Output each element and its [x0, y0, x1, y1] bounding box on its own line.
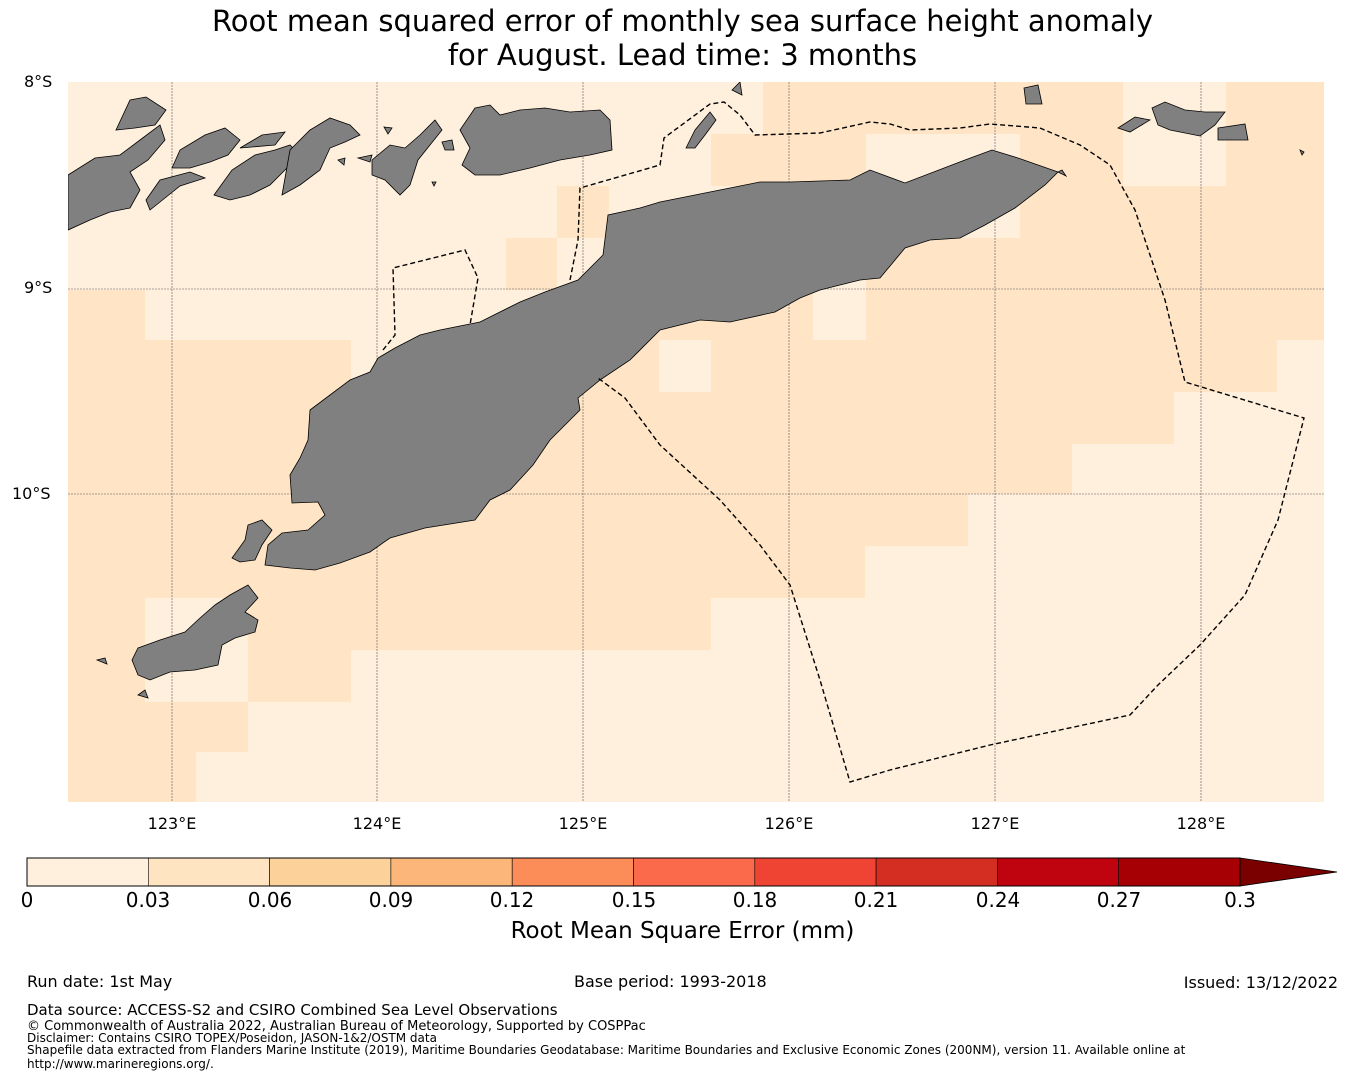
small-isle-b — [137, 689, 149, 699]
colorbar-outline — [26, 857, 1241, 887]
disclaimer: Disclaimer: Contains CSIRO TOPEX/Poseido… — [27, 1031, 437, 1045]
colorbar-segment-2 — [269, 857, 392, 887]
islet-f — [383, 126, 393, 135]
alor-island — [171, 127, 241, 169]
babar-island — [1151, 101, 1226, 137]
lon-label-127e: 127°E — [970, 814, 1020, 833]
colorbar-tick-1: 0.03 — [125, 888, 171, 912]
lon-label-125e: 125°E — [558, 814, 608, 833]
lat-label-10s: 10°S — [12, 484, 51, 503]
colorbar-tick-2: 0.06 — [247, 888, 293, 912]
issued-date: Issued: 13/12/2022 — [1183, 973, 1338, 992]
colorbar-label: Root Mean Square Error (mm) — [510, 918, 855, 944]
islet-e — [356, 154, 373, 163]
colorbar-segment-5 — [633, 857, 756, 887]
map-title-line-1: Root mean squared error of monthly sea s… — [211, 4, 1154, 38]
lon-label-128e: 128°E — [1176, 814, 1226, 833]
islet-h — [731, 82, 743, 96]
small-isle-a — [95, 657, 108, 665]
colorbar-tick-3: 0.09 — [368, 888, 414, 912]
map-panel — [68, 82, 1324, 802]
islet-g — [431, 181, 437, 187]
colorbar-segment-1 — [148, 857, 270, 887]
colorbar-extend-arrow — [1239, 857, 1338, 887]
colorbar-tick-4: 0.12 — [489, 888, 535, 912]
copyright-notice: © Commonwealth of Australia 2022, Austra… — [27, 1019, 646, 1034]
alor-strip — [145, 171, 207, 211]
wetar-island — [371, 119, 443, 196]
rote-island — [231, 519, 273, 563]
alor-pantar-west — [68, 124, 166, 231]
islet-d — [337, 157, 346, 166]
data-source: Data source: ACCESS-S2 and CSIRO Combine… — [27, 1001, 558, 1019]
wetar-strip — [281, 117, 361, 196]
colorbar-segment-3 — [390, 857, 513, 887]
lon-label-124e: 124°E — [352, 814, 402, 833]
lat-label-8s: 8°S — [24, 72, 53, 91]
colorbar-segment-6 — [754, 857, 877, 887]
base-period: Base period: 1993-2018 — [574, 972, 767, 991]
colorbar-segment-8 — [997, 857, 1120, 887]
leti-island — [1023, 84, 1043, 105]
marineregions-url[interactable]: http://www.marineregions.org/. — [27, 1057, 214, 1071]
islet-j — [1057, 169, 1068, 178]
colorbar-tick-9: 0.27 — [1096, 888, 1142, 912]
map-title-line-2: for August. Lead time: 3 months — [447, 38, 918, 72]
sawu-island — [131, 584, 259, 681]
sermata-island — [1217, 123, 1249, 141]
atauro-north — [441, 139, 455, 151]
lon-label-123e: 123°E — [147, 814, 197, 833]
colorbar-tick-0: 0 — [20, 888, 34, 912]
colorbar-segment-9 — [1118, 857, 1241, 887]
colorbar-tick-8: 0.24 — [975, 888, 1021, 912]
colorbar-tick-5: 0.15 — [611, 888, 657, 912]
colorbar-segment-0 — [26, 857, 149, 887]
colorbar-tick-6: 0.18 — [732, 888, 778, 912]
eez-boundary — [382, 101, 1305, 783]
land-masses — [68, 82, 1305, 699]
colorbar — [26, 857, 1338, 887]
lon-label-126e: 126°E — [764, 814, 814, 833]
shapefile-credit: Shapefile data extracted from Flanders M… — [27, 1043, 1186, 1057]
colorbar-tick-7: 0.21 — [853, 888, 899, 912]
alor-north-a — [115, 96, 167, 131]
lat-label-9s: 9°S — [24, 278, 53, 297]
colorbar-segment-7 — [875, 857, 998, 887]
run-date: Run date: 1st May — [27, 972, 173, 991]
rmse-higher-cells — [68, 82, 1324, 802]
colorbar-tick-10: 0.3 — [1224, 888, 1256, 912]
islet-c — [239, 131, 286, 149]
timor-island — [264, 149, 1059, 571]
kisar-island — [685, 111, 717, 149]
romang-island — [459, 104, 613, 176]
islet-i — [1299, 149, 1305, 156]
moa-island — [1117, 116, 1152, 133]
colorbar-segment-4 — [511, 857, 634, 887]
colorbar-segments — [26, 857, 1241, 887]
